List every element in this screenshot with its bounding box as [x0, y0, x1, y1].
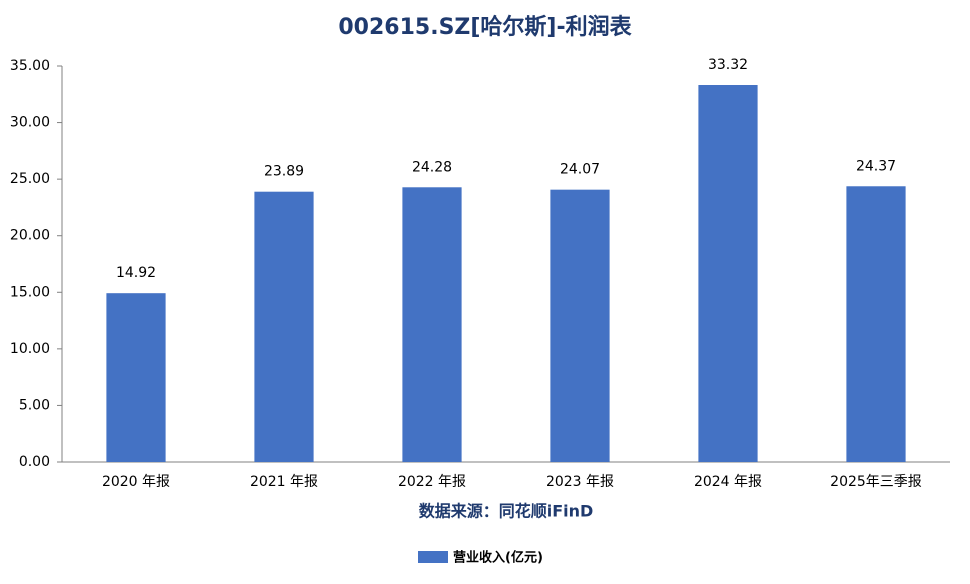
y-tick-label: 35.00	[10, 58, 50, 74]
x-tick-label: 2023 年报	[546, 474, 614, 490]
y-tick-label: 20.00	[10, 228, 50, 244]
bar	[846, 186, 906, 462]
chart-title: 002615.SZ[哈尔斯]-利润表	[338, 14, 632, 40]
bar	[254, 191, 314, 462]
x-tick-label: 2025年三季报	[830, 474, 922, 490]
bar	[106, 293, 166, 462]
data-label: 24.28	[412, 159, 452, 175]
y-tick-label: 30.00	[10, 115, 50, 131]
y-tick-label: 0.00	[19, 454, 50, 470]
y-tick-label: 5.00	[19, 397, 50, 413]
data-label: 24.07	[560, 162, 600, 178]
bar	[550, 189, 610, 462]
x-tick-label: 2024 年报	[694, 474, 762, 490]
data-label: 24.37	[856, 158, 896, 174]
data-label: 23.89	[264, 164, 304, 180]
data-label: 33.32	[708, 57, 748, 73]
x-tick-label: 2022 年报	[398, 474, 466, 490]
legend-label: 营业收入(亿元)	[453, 550, 543, 566]
bar	[698, 85, 758, 463]
x-tick-label: 2021 年报	[250, 474, 318, 490]
bar	[402, 187, 462, 463]
data-label: 14.92	[116, 265, 156, 281]
y-tick-label: 10.00	[10, 341, 50, 357]
y-tick-label: 25.00	[10, 171, 50, 187]
y-tick-label: 15.00	[10, 284, 50, 300]
x-tick-label: 2020 年报	[102, 474, 170, 490]
legend-swatch	[418, 551, 448, 563]
source-note: 数据来源：同花顺iFinD	[419, 502, 594, 521]
